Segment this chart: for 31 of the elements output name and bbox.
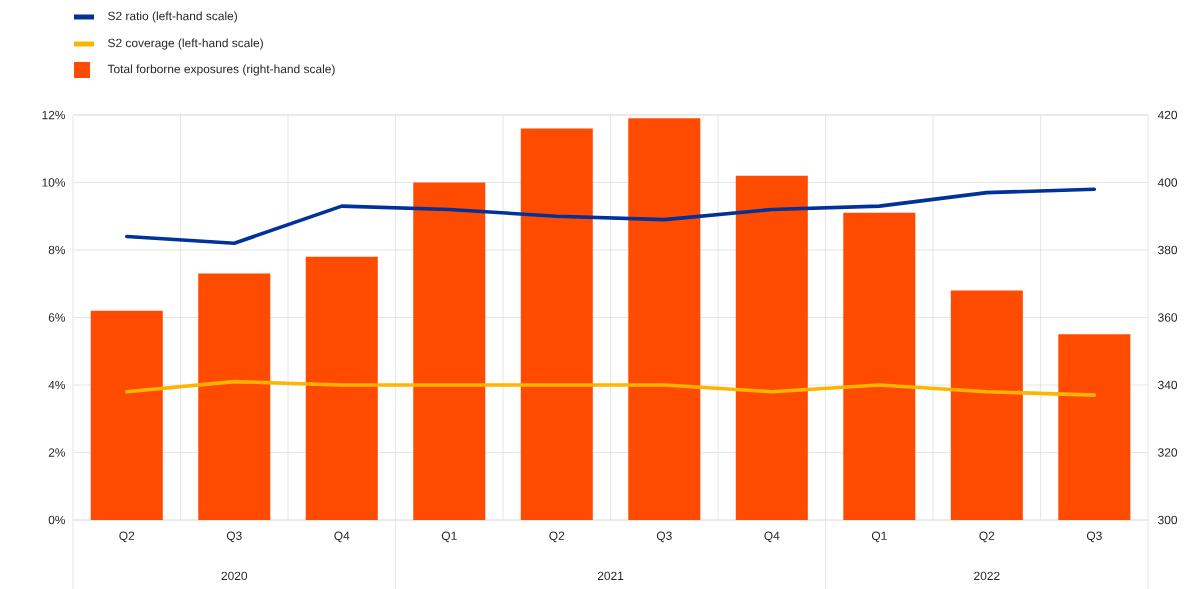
y-tick-label: 12% xyxy=(42,110,66,120)
y2-tick-label: 400 xyxy=(1157,178,1178,187)
y2-tick-label: 340 xyxy=(1158,380,1178,390)
y-tick-label: 8% xyxy=(48,245,66,255)
y-tick-label: 0% xyxy=(48,515,66,525)
text: 2020 xyxy=(221,571,248,581)
legend-label: Total forborne exposures (right-hand scale) xyxy=(107,64,335,76)
x-tick-label: Q3 xyxy=(226,531,242,543)
x-tick-label: Q1 xyxy=(441,531,457,543)
y-tick-label: 4% xyxy=(48,380,66,390)
y-tick-label: 6% xyxy=(48,313,66,322)
legend-label: S2 ratio (left-hand scale) xyxy=(108,11,237,23)
text: 2022 xyxy=(974,571,1000,581)
text: 2021 xyxy=(597,571,624,581)
x-tick-label: Q1 xyxy=(871,531,887,543)
legend-label: S2 coverage (left-hand scale) xyxy=(108,38,263,50)
y-tick-label: 2% xyxy=(48,448,66,457)
x-tick-label: Q3 xyxy=(1086,531,1102,543)
x-tick-label: Q2 xyxy=(549,531,565,543)
x-tick-label: Q2 xyxy=(979,531,995,543)
x-tick-label: Q4 xyxy=(764,531,780,543)
y2-tick-label: 300 xyxy=(1158,515,1178,525)
y2-tick-label: 320 xyxy=(1158,448,1178,457)
y2-tick-label: 360 xyxy=(1158,313,1178,322)
line-series xyxy=(124,187,1097,246)
x-tick-label: Q4 xyxy=(334,531,350,543)
y-tick-label: 10% xyxy=(42,178,66,187)
x-tick-label: Q2 xyxy=(119,531,135,543)
x-tick-label: Q3 xyxy=(656,531,672,543)
y2-tick-label: 380 xyxy=(1158,245,1178,255)
y2-tick-label: 420 xyxy=(1157,110,1178,120)
